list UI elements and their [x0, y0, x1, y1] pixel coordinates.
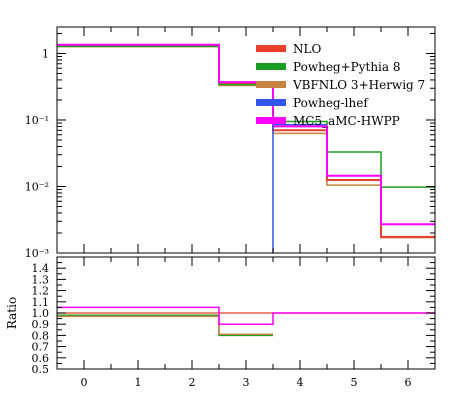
legend-label-mc5-amc-hwpp: MC5_aMC-HWPP	[293, 114, 400, 128]
ratio-y-tick-label: 1.2	[32, 285, 50, 298]
main-y-tick-label: 1	[42, 47, 49, 60]
x-tick-label: 6	[405, 376, 412, 389]
x-tick-label: 5	[351, 376, 358, 389]
ratio-series-vbfnlo-3-herwig-7-0	[57, 315, 273, 336]
legend-swatch-nlo	[256, 45, 286, 52]
ratio-y-tick-label: 1.3	[32, 273, 50, 286]
x-tick-label: 0	[81, 376, 88, 389]
legend-label-nlo: NLO	[293, 42, 321, 56]
x-tick-label: 4	[297, 376, 304, 389]
main-panel: 1 10⁻¹ 10⁻² 10⁻³ NLO Powheg+Pythia 8 VBFNLO 3+…	[25, 26, 436, 260]
x-tick-label: 2	[189, 376, 196, 389]
main-y-tick-label: 10⁻³	[25, 247, 49, 260]
legend: NLO Powheg+Pythia 8 VBFNLO 3+Herwig 7 Powhe…	[256, 42, 425, 128]
ratio-y-tick-label: 0.5	[32, 363, 50, 376]
ratio-y-tick-label: 1.1	[32, 296, 50, 309]
main-series-nlo-0	[57, 44, 435, 238]
main-series-vbfnlo-3-herwig-7-0	[57, 45, 435, 239]
ratio-y-axis-label: Ratio	[5, 297, 19, 329]
legend-label-powheg-pythia-8: Powheg+Pythia 8	[293, 60, 401, 74]
ratio-y-tick-label: 1.4	[32, 262, 50, 275]
ratio-y-tick-label: 0.6	[32, 352, 50, 365]
legend-swatch-powheg-pythia-8	[256, 63, 286, 70]
ratio-y-tick-label: 1.0	[32, 307, 50, 320]
ratio-panel: 0.50.60.70.80.91.01.11.21.31.4 0 1 2 3 4 5 6 Rat…	[5, 256, 436, 389]
legend-swatch-mc5-amc-hwpp	[256, 117, 286, 124]
ratio-series-powheg-pythia-8-0	[57, 314, 273, 337]
main-y-tick-label: 10⁻¹	[25, 114, 49, 127]
ratio-y-tick-label: 0.7	[32, 341, 50, 354]
main-series-mc5-amc-hwpp-0	[57, 43, 435, 226]
ratio-y-tick-label: 0.8	[32, 329, 50, 342]
legend-swatch-powheg-lhef	[256, 99, 286, 106]
x-tick-label: 3	[243, 376, 250, 389]
main-y-tick-label: 10⁻²	[25, 180, 49, 193]
legend-label-vbfnlo-3-herwig-7: VBFNLO 3+Herwig 7	[292, 78, 425, 92]
ratio-series-mc5-amc-hwpp-0	[57, 306, 435, 325]
x-tick-label: 1	[135, 376, 142, 389]
ratio-y-tick-label: 0.9	[32, 318, 50, 331]
legend-label-powheg-lhef: Powheg-lhef	[293, 96, 369, 110]
legend-swatch-vbfnlo-3-herwig-7	[256, 81, 286, 88]
